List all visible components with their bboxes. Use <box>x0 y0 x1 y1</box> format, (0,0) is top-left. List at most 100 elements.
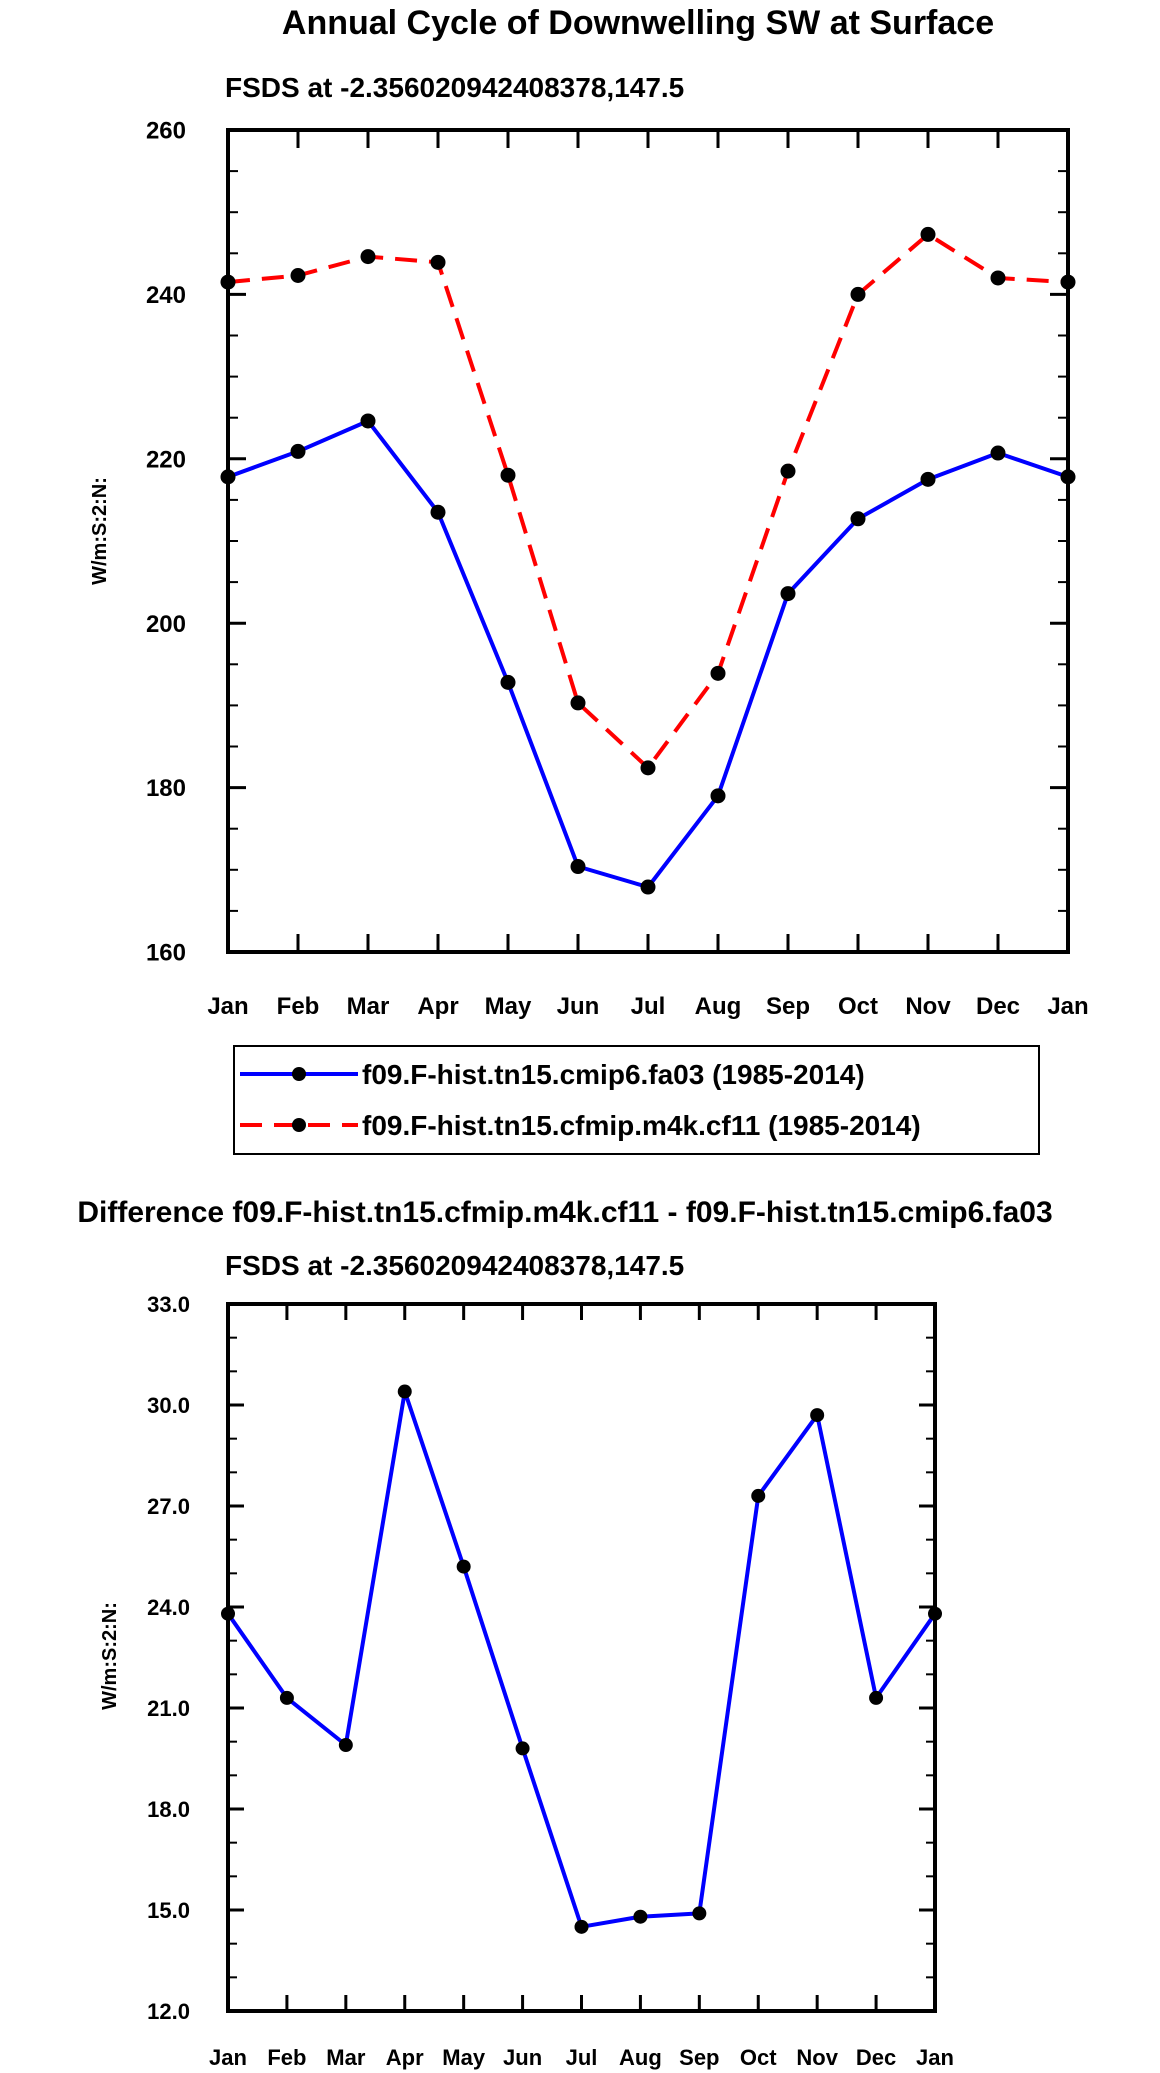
x-tick-label: Oct <box>740 2045 777 2070</box>
x-tick-label: Sep <box>766 993 810 1020</box>
x-tick-label: Feb <box>277 993 320 1020</box>
data-point-s2-jul <box>640 760 656 776</box>
legend: f09.F-hist.tn15.cmip6.fa03 (1985-2014) f… <box>233 1045 1040 1155</box>
data-point-s1-aug <box>633 1909 648 1924</box>
x-tick-label: Mar <box>347 993 390 1020</box>
series-line-1 <box>226 1389 937 1929</box>
data-point-s1-oct <box>751 1488 766 1503</box>
data-point-s1-jun <box>570 859 586 875</box>
y-tick-label: 180 <box>146 775 186 802</box>
legend-entry-2: f09.F-hist.tn15.cfmip.m4k.cf11 (1985-201… <box>240 1110 921 1141</box>
data-point-s1-jun <box>515 1741 530 1756</box>
x-tick-label: Feb <box>267 2045 306 2070</box>
data-point-s1-feb <box>279 1690 294 1705</box>
x-tick-label: Aug <box>619 2045 662 2070</box>
annual-cycle-chart: Annual Cycle of Downwelling SW at Surfac… <box>89 4 1089 1155</box>
data-point-s1-sep <box>780 586 796 602</box>
data-point-s1-apr <box>397 1384 412 1399</box>
x-tick-label: Jan <box>1047 993 1088 1020</box>
data-point-s1-dec <box>990 445 1006 461</box>
data-point-s1-oct <box>850 511 866 527</box>
x-tick-label: Jun <box>557 993 600 1020</box>
data-point-s1-jul <box>640 879 656 895</box>
chart-subtitle: FSDS at -2.356020942408378,147.5 <box>225 72 684 103</box>
data-point-s1-jul <box>574 1919 589 1934</box>
data-point-s1-nov <box>810 1408 825 1423</box>
data-point-s2-oct <box>850 286 866 302</box>
y-tick-label: 33.0 <box>147 1292 190 1317</box>
x-tick-label: May <box>442 2045 486 2070</box>
data-point-s2-sep <box>780 463 796 479</box>
data-point-s1-aug <box>710 788 726 804</box>
y-axis-label: W/m:S:2:N: <box>99 1602 121 1710</box>
x-tick-label: Jan <box>207 993 248 1020</box>
y-tick-label: 200 <box>146 611 186 638</box>
data-point-s2-apr <box>430 254 446 270</box>
legend-box <box>233 1045 1040 1155</box>
data-point-s2-nov <box>920 226 936 242</box>
y-tick-label: 260 <box>146 118 186 145</box>
data-point-s1-sep <box>692 1906 707 1921</box>
x-tick-label: May <box>485 993 532 1020</box>
x-tick-label: Jul <box>631 993 666 1020</box>
y-tick-label: 18.0 <box>147 1797 190 1822</box>
legend-label-2: f09.F-hist.tn15.cfmip.m4k.cf11 (1985-201… <box>362 1110 921 1141</box>
x-tick-label: Jul <box>566 2045 598 2070</box>
y-axis-label: W/m:S:2:N: <box>89 477 111 585</box>
data-point-s2-aug <box>710 665 726 681</box>
chart-title: Difference f09.F-hist.tn15.cfmip.m4k.cf1… <box>77 1196 1052 1229</box>
y-tick-label: 160 <box>146 940 186 967</box>
y-tick-label: 220 <box>146 446 186 473</box>
plot-frame <box>226 128 1070 954</box>
tick-labels: Jan Feb Mar Apr May Jun Jul Aug Sep Oct Nov Dec Jan 1… <box>147 1292 954 2070</box>
plot-frame <box>226 1302 937 2013</box>
y-tick-label: 24.0 <box>147 1595 190 1620</box>
axes-ticks <box>226 1302 937 2013</box>
chart-subtitle: FSDS at -2.356020942408378,147.5 <box>225 1250 684 1281</box>
x-tick-label: Apr <box>386 2045 424 2070</box>
data-point-s1-feb <box>290 443 306 459</box>
y-tick-label: 21.0 <box>147 1696 190 1721</box>
axes-ticks <box>226 128 1070 954</box>
data-point-s1-mar <box>360 413 376 429</box>
x-tick-label: Dec <box>856 2045 896 2070</box>
data-point-s1-may <box>456 1559 471 1574</box>
data-point-s2-dec <box>990 270 1006 286</box>
x-tick-label: Aug <box>695 993 742 1020</box>
y-tick-label: 240 <box>146 282 186 309</box>
x-tick-label: Apr <box>417 993 458 1020</box>
y-tick-label: 12.0 <box>147 1999 190 2024</box>
x-tick-label: Jan <box>916 2045 954 2070</box>
series-line-1 <box>227 419 1069 890</box>
y-tick-label: 30.0 <box>147 1393 190 1418</box>
x-tick-label: Nov <box>796 2045 838 2070</box>
data-series <box>220 226 1076 895</box>
data-point-s2-may <box>500 467 516 483</box>
y-tick-label: 15.0 <box>147 1898 190 1923</box>
legend-marker-2 <box>292 1118 306 1132</box>
data-point-s1-mar <box>338 1738 353 1753</box>
x-tick-label: Mar <box>326 2045 366 2070</box>
x-tick-label: Nov <box>905 993 951 1020</box>
x-tick-label: Dec <box>976 993 1020 1020</box>
x-tick-label: Jun <box>503 2045 542 2070</box>
data-point-s1-apr <box>430 504 446 520</box>
data-point-s2-feb <box>290 267 306 283</box>
data-point-s1-may <box>500 674 516 690</box>
data-point-s2-mar <box>360 249 376 265</box>
y-tick-label: 27.0 <box>147 1494 190 1519</box>
legend-label-1: f09.F-hist.tn15.cmip6.fa03 (1985-2014) <box>362 1059 865 1090</box>
legend-entry-1: f09.F-hist.tn15.cmip6.fa03 (1985-2014) <box>240 1059 865 1090</box>
series-line-2 <box>227 232 1069 770</box>
data-point-s1-dec <box>869 1690 884 1705</box>
difference-chart: Difference f09.F-hist.tn15.cfmip.m4k.cf1… <box>77 1196 1052 2070</box>
data-point-s1-nov <box>920 471 936 487</box>
data-point-s2-jun <box>570 695 586 711</box>
x-tick-label: Sep <box>679 2045 719 2070</box>
chart-title: Annual Cycle of Downwelling SW at Surfac… <box>282 4 994 42</box>
tick-labels: Jan Feb Mar Apr May Jun Jul Aug Sep Oct Nov Dec Jan 1… <box>146 118 1089 1020</box>
x-tick-label: Jan <box>209 2045 247 2070</box>
data-series <box>221 1384 942 1934</box>
x-tick-label: Oct <box>838 993 878 1020</box>
